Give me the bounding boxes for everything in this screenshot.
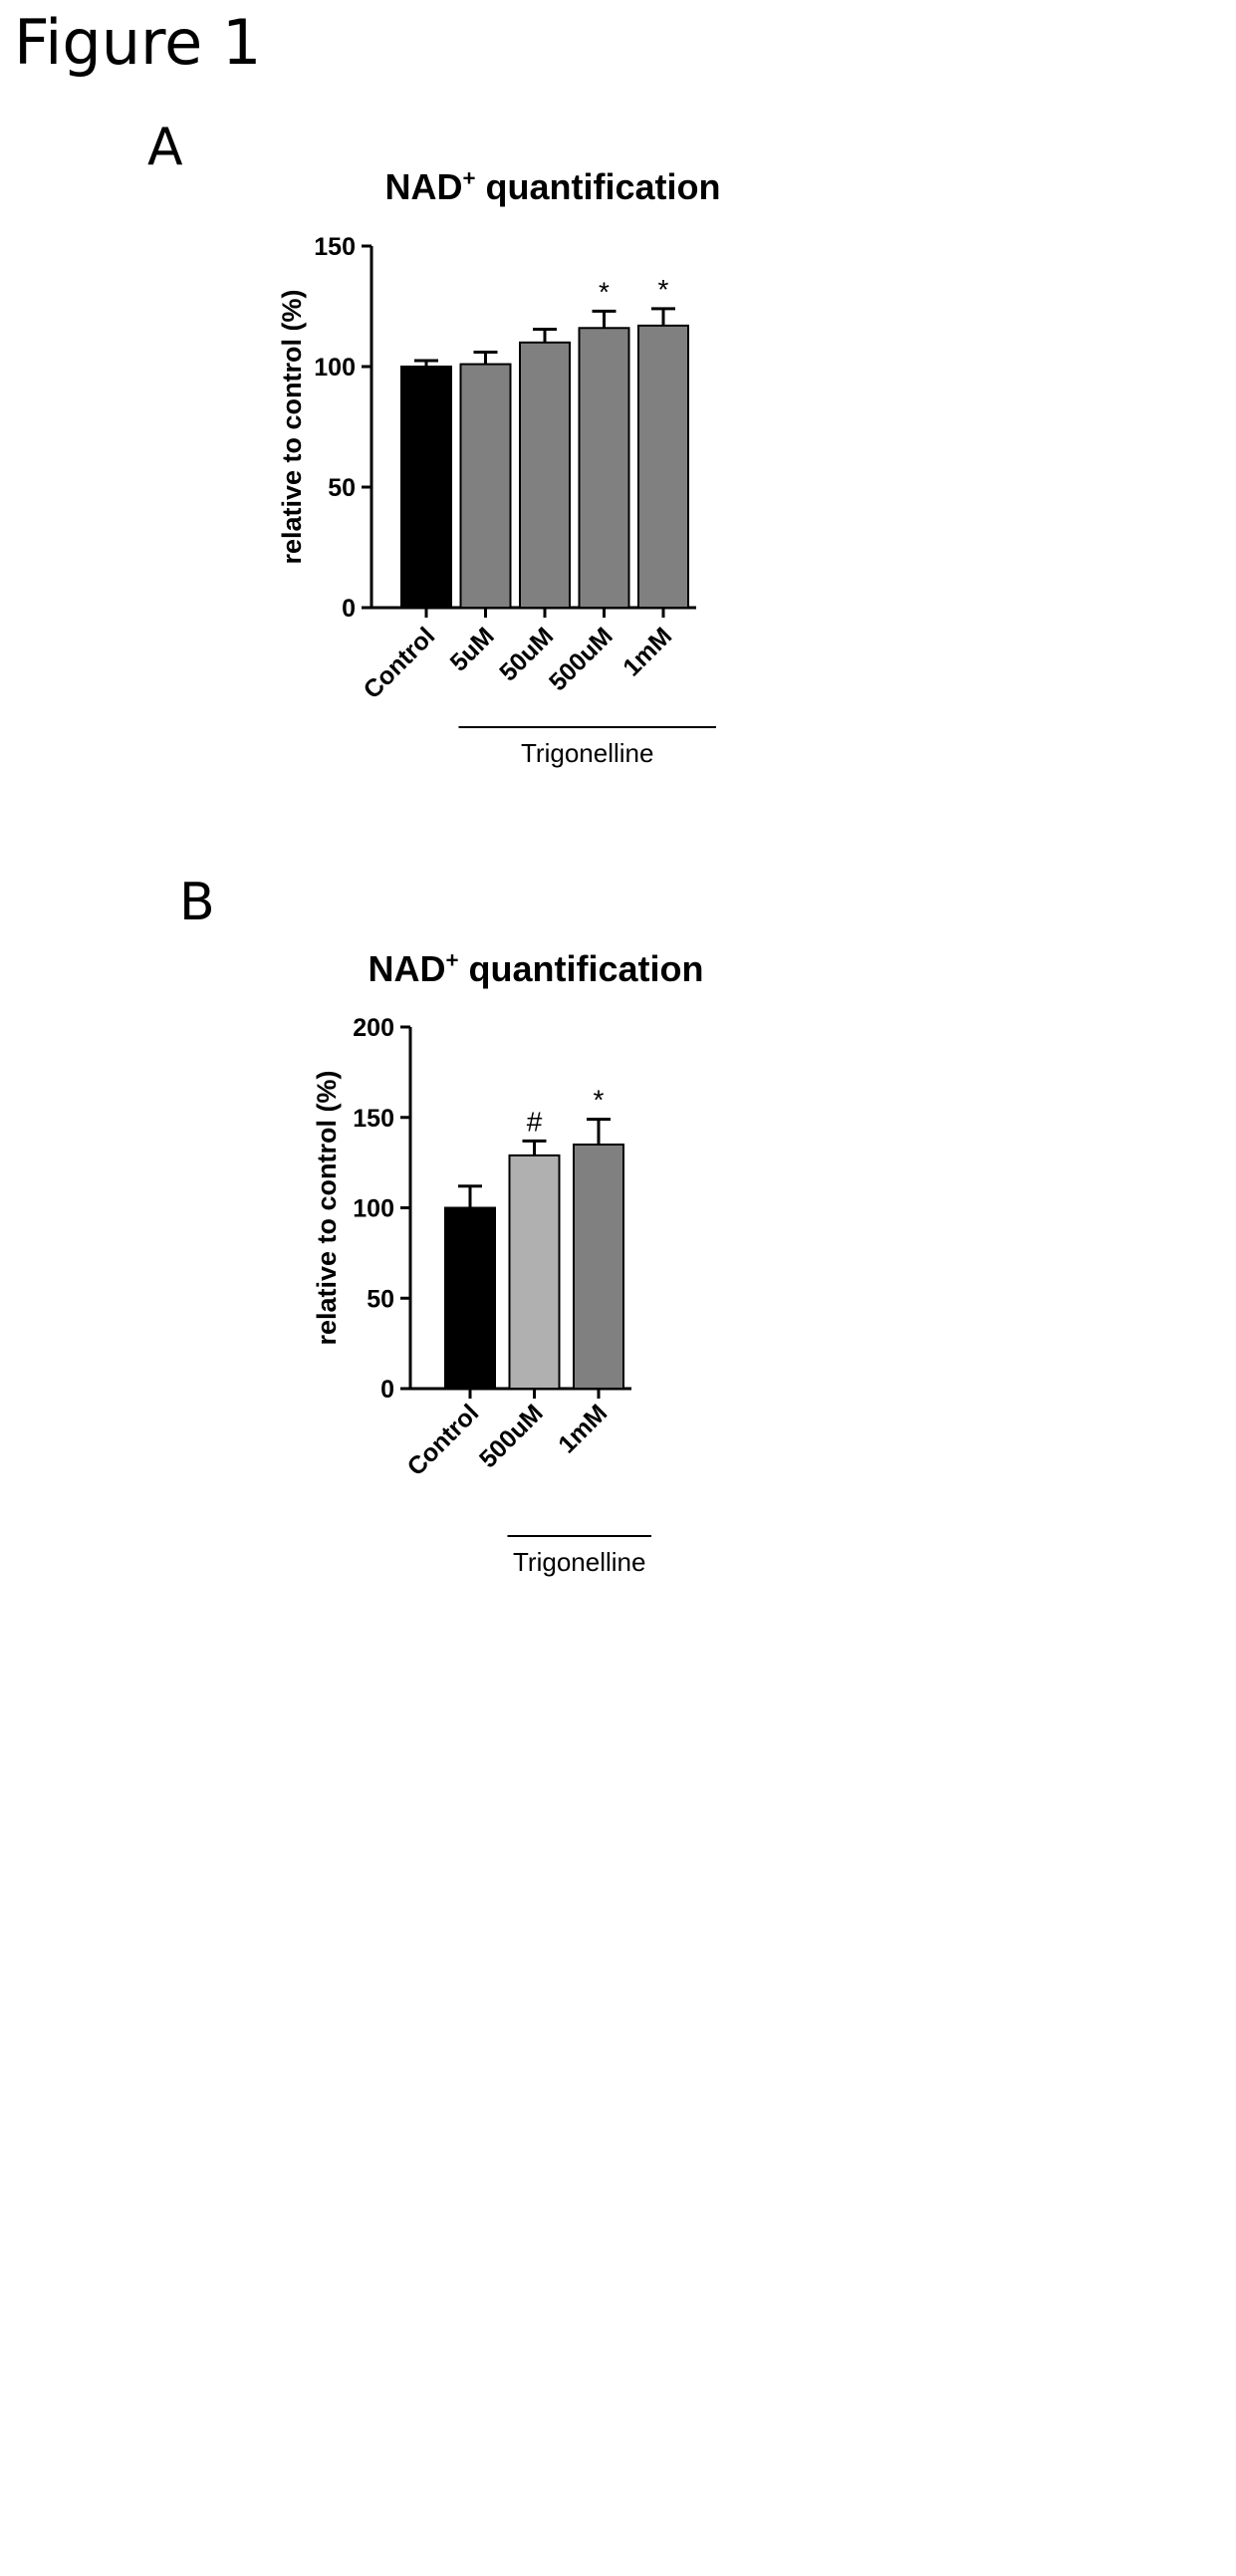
- panel-label-b: B: [179, 873, 215, 932]
- y-tick-label: 0: [380, 1376, 394, 1404]
- chart-title-rest: quantification: [476, 166, 721, 207]
- y-tick-label: 0: [342, 595, 356, 623]
- category-label: Control: [402, 1399, 485, 1481]
- group-label: Trigonelline: [513, 1547, 645, 1577]
- chart-title: NAD+ quantification: [384, 165, 720, 207]
- significance-marker: *: [658, 274, 669, 305]
- bar-5uM: [459, 363, 512, 609]
- y-tick-label: 50: [328, 474, 356, 502]
- chart-title-superscript: +: [462, 165, 475, 190]
- y-axis-label: relative to control (%): [277, 289, 307, 564]
- category-label: 500uM: [474, 1399, 549, 1473]
- bar-Control: [400, 366, 452, 609]
- y-tick-label: 100: [314, 354, 356, 382]
- group-label: Trigonelline: [521, 738, 653, 768]
- chart-title-main: NAD: [368, 948, 445, 989]
- bar-500uM: [578, 327, 630, 609]
- significance-marker: *: [599, 276, 610, 307]
- significance-marker: *: [594, 1085, 605, 1116]
- y-tick-label: 150: [314, 233, 356, 261]
- bar-Control: [444, 1206, 496, 1390]
- y-tick-label: 50: [367, 1285, 394, 1313]
- bar-50uM: [519, 341, 571, 609]
- y-tick-label: 100: [353, 1195, 394, 1223]
- bar-1mM: [573, 1143, 624, 1390]
- bar-500uM: [508, 1154, 561, 1390]
- chart-title-rest: quantification: [459, 948, 704, 989]
- panel-label-a: A: [147, 118, 183, 177]
- chart-a: NAD+ quantification relative to control (…: [277, 165, 721, 768]
- chart-title-superscript: +: [445, 947, 458, 972]
- chart-title: NAD+ quantification: [368, 947, 703, 989]
- figure-title: Figure 1: [14, 6, 262, 79]
- y-axis-label: relative to control (%): [312, 1070, 342, 1345]
- significance-marker: #: [527, 1106, 543, 1137]
- y-tick-label: 150: [353, 1105, 394, 1133]
- category-label: 1mM: [553, 1399, 613, 1458]
- chart-title-main: NAD: [384, 166, 462, 207]
- y-tick-label: 200: [353, 1014, 394, 1042]
